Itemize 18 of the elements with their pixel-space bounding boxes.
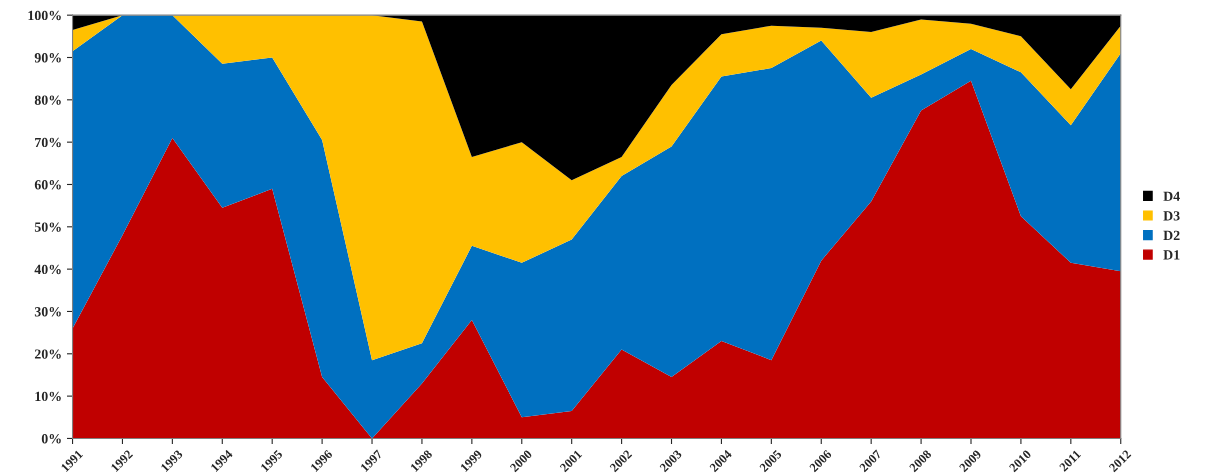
y-tick-label: 70% — [35, 137, 61, 148]
legend-label: D1 — [1163, 250, 1180, 260]
legend-label: D4 — [1163, 191, 1180, 201]
legend-label: D3 — [1163, 211, 1180, 221]
legend-label: D2 — [1163, 230, 1180, 240]
y-tick-label: 20% — [34, 349, 61, 359]
y-tick-label: 60% — [34, 180, 61, 190]
x-tick-label: 2011 — [1058, 449, 1082, 472]
y-tick-label: 30% — [34, 307, 61, 317]
y-tick-label: 90% — [34, 53, 61, 63]
y-tick-label: 100% — [28, 10, 61, 21]
x-tick-label: 2001 — [559, 449, 583, 473]
x-tick-label: 1991 — [60, 449, 84, 473]
y-tick-label: 0% — [41, 434, 61, 444]
y-tick-label: 40% — [34, 264, 61, 275]
y-tick-label: 10% — [35, 391, 61, 402]
y-tick-label: 50% — [34, 222, 61, 232]
y-tick-label: 80% — [34, 95, 61, 105]
